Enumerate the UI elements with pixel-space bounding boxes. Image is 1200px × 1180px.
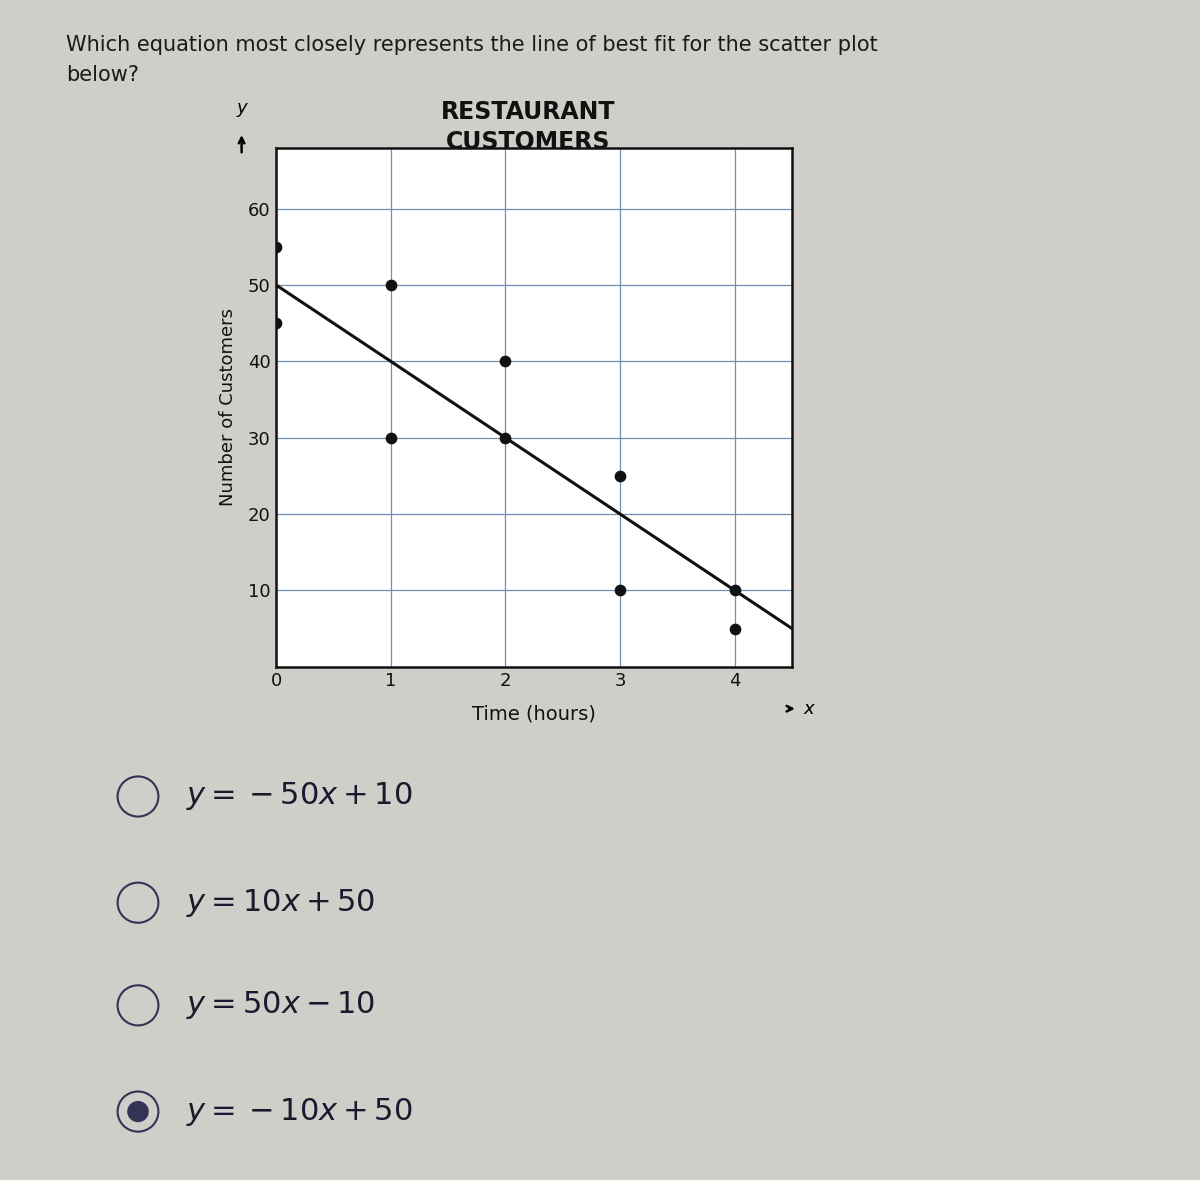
- Text: x: x: [804, 700, 814, 717]
- Point: [725, 581, 744, 599]
- Text: $y = -10x + 50$: $y = -10x + 50$: [186, 1095, 413, 1128]
- Point: [496, 428, 515, 447]
- Text: $y = -50x + 10$: $y = -50x + 10$: [186, 780, 413, 813]
- Point: [266, 314, 286, 333]
- Y-axis label: Number of Customers: Number of Customers: [218, 308, 236, 506]
- Text: below?: below?: [66, 65, 139, 85]
- Text: y: y: [236, 99, 247, 117]
- Text: RESTAURANT: RESTAURANT: [440, 100, 616, 124]
- Point: [382, 428, 401, 447]
- X-axis label: Time (hours): Time (hours): [472, 704, 596, 723]
- Text: $y = 10x + 50$: $y = 10x + 50$: [186, 886, 376, 919]
- Point: [496, 352, 515, 371]
- Point: [611, 466, 630, 485]
- Text: CUSTOMERS: CUSTOMERS: [445, 130, 611, 153]
- Point: [266, 237, 286, 256]
- Point: [611, 581, 630, 599]
- Point: [725, 620, 744, 638]
- Point: [382, 275, 401, 294]
- Text: $y = 50x - 10$: $y = 50x - 10$: [186, 989, 376, 1022]
- Text: Which equation most closely represents the line of best fit for the scatter plot: Which equation most closely represents t…: [66, 35, 877, 55]
